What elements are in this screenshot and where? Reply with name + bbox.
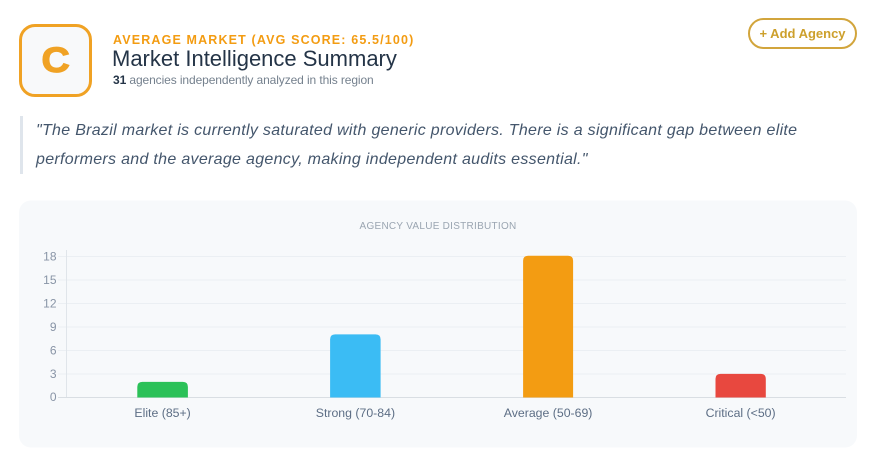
svg-text:6: 6 bbox=[50, 344, 57, 358]
svg-text:Critical (<50): Critical (<50) bbox=[706, 406, 776, 420]
svg-text:18: 18 bbox=[43, 250, 57, 264]
svg-text:Average (50-69): Average (50-69) bbox=[504, 406, 593, 420]
svg-text:Strong (70-84): Strong (70-84) bbox=[316, 406, 395, 420]
svg-text:12: 12 bbox=[43, 297, 57, 311]
svg-text:15: 15 bbox=[43, 273, 57, 287]
svg-text:AGENCY VALUE DISTRIBUTION: AGENCY VALUE DISTRIBUTION bbox=[360, 221, 517, 232]
svg-text:Elite (85+): Elite (85+) bbox=[134, 406, 190, 420]
svg-text:0: 0 bbox=[50, 390, 57, 404]
svg-text:9: 9 bbox=[50, 320, 57, 334]
svg-text:3: 3 bbox=[50, 367, 57, 381]
